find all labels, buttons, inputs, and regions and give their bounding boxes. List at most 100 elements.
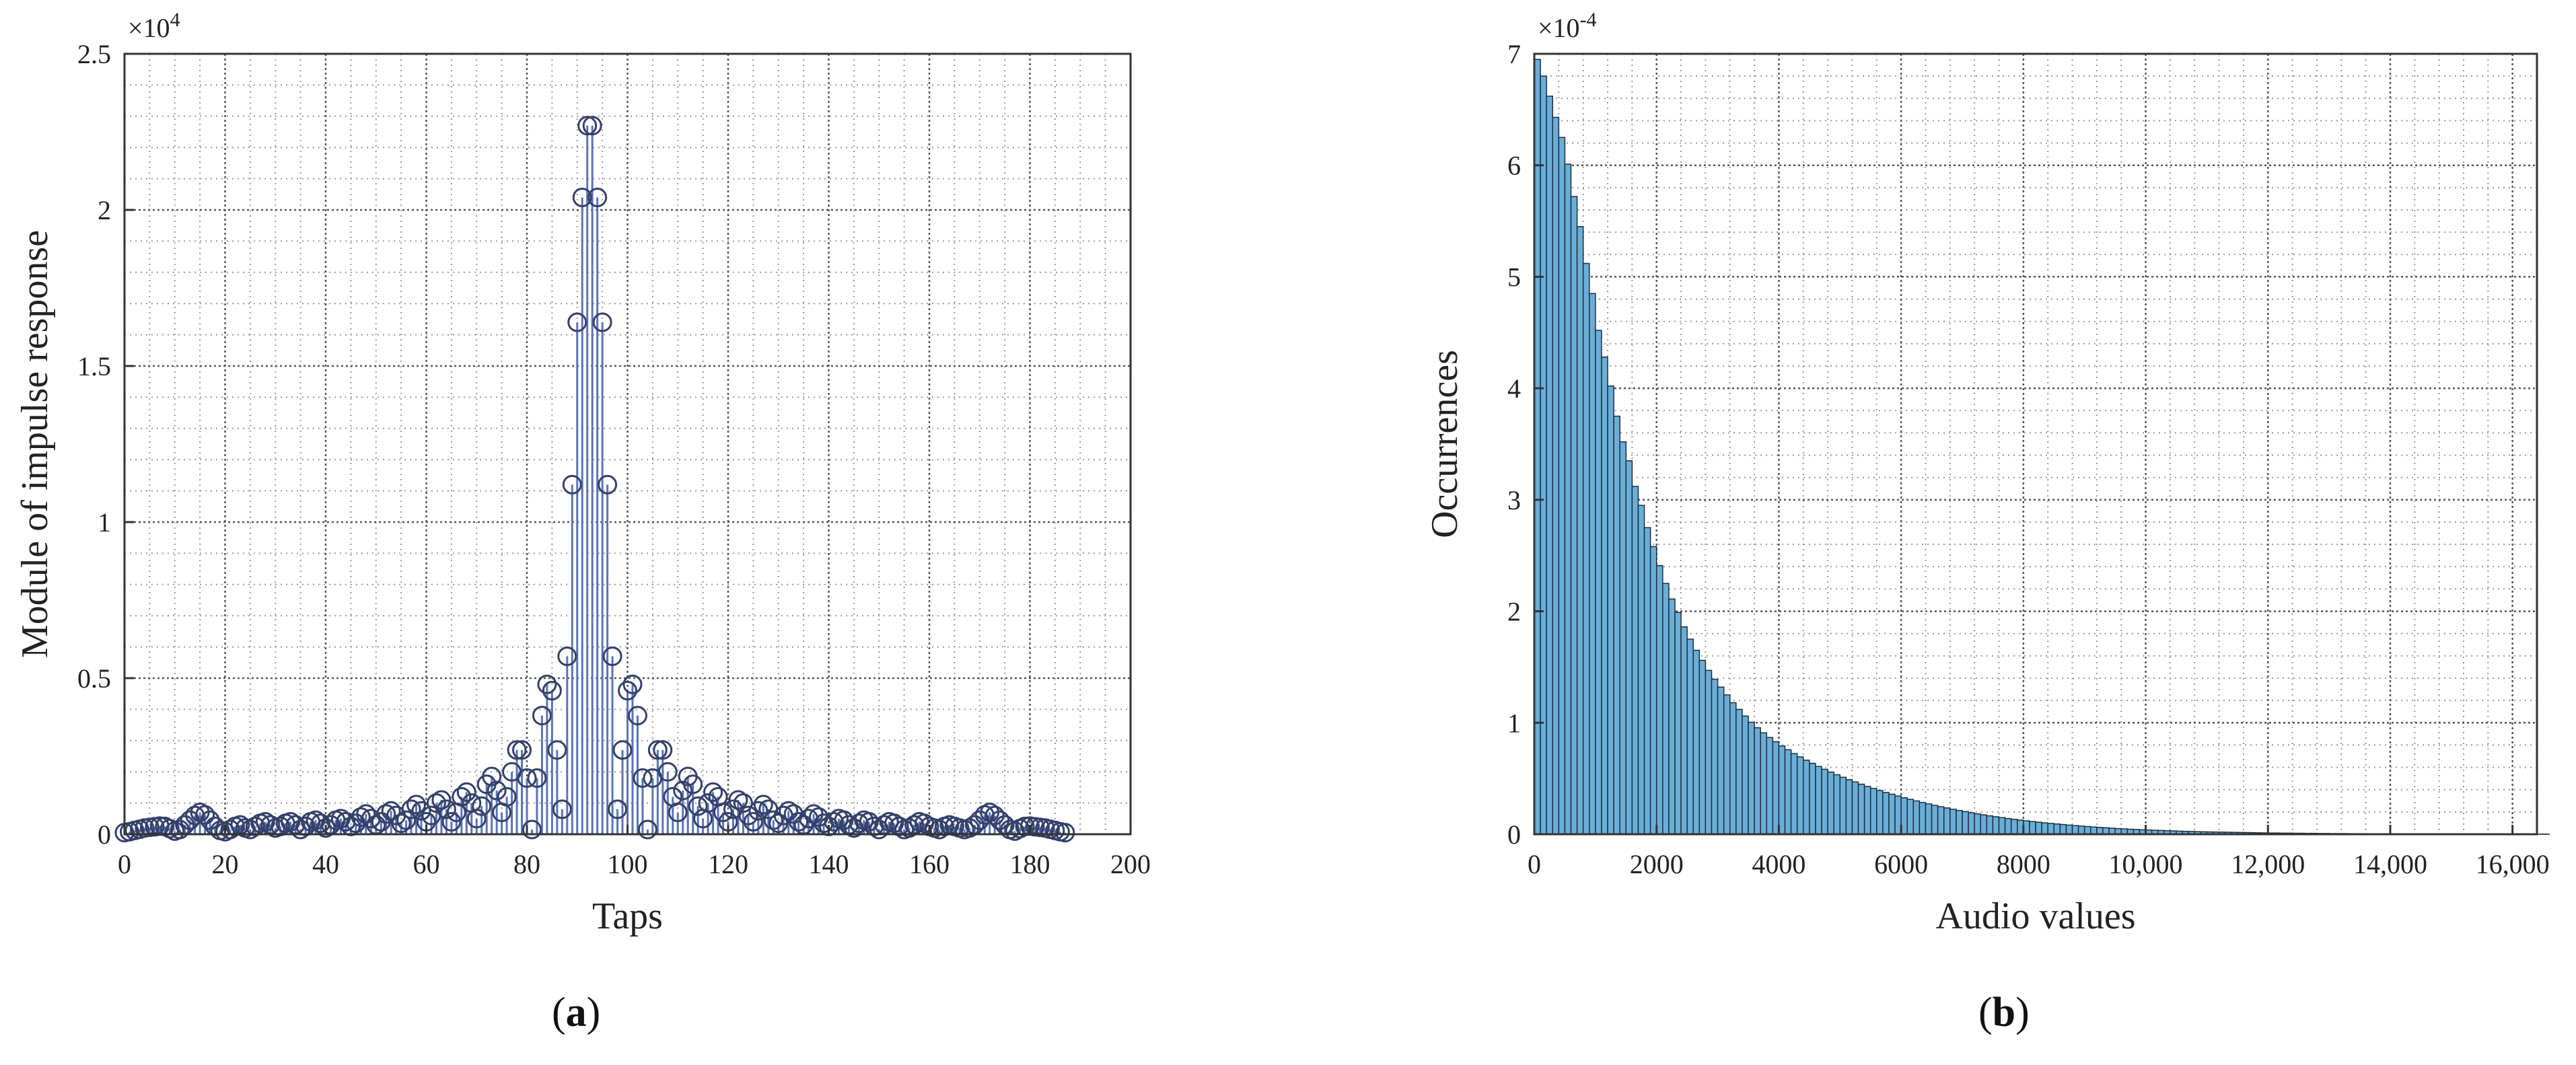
histogram-bar	[2010, 819, 2018, 835]
histogram-bar	[1546, 96, 1554, 835]
stem-marker	[592, 312, 612, 332]
stem-marker	[411, 801, 431, 821]
histogram-bar	[1992, 816, 2000, 835]
panel-b-caption: (b)	[1978, 990, 2030, 1035]
stem-marker	[637, 819, 657, 840]
panel-a-caption: (a)	[552, 990, 601, 1035]
histogram-bar	[1680, 626, 1688, 835]
histogram-bar	[1589, 293, 1596, 835]
stem-marker	[376, 804, 396, 824]
histogram-bar	[1655, 564, 1663, 835]
y-axis-label: Occurrences	[1424, 350, 1466, 538]
histogram-bar	[1698, 659, 1707, 835]
y-tick-label: 4	[1507, 373, 1521, 404]
histogram-bar	[2077, 825, 2085, 835]
stem-marker	[824, 811, 844, 832]
histogram-bar	[1601, 356, 1608, 835]
stem-marker	[657, 762, 678, 782]
y-tick-label: 0	[98, 819, 111, 850]
y-tick-label: 0.5	[77, 663, 111, 694]
stem-marker	[567, 312, 587, 332]
histogram-bar	[1540, 75, 1547, 835]
histogram-bar	[1956, 809, 1963, 835]
stem-marker	[356, 804, 376, 824]
stem-marker	[351, 807, 371, 827]
x-tick-label: 200	[1110, 849, 1151, 879]
histogram-bar	[1742, 715, 1749, 835]
stem-marker	[647, 740, 668, 760]
histogram-bar	[1754, 727, 1761, 835]
stem-marker	[633, 768, 653, 788]
stem-marker	[688, 796, 708, 816]
histogram-bar	[1937, 806, 1945, 835]
x-tick-label: 10,000	[2109, 849, 2183, 879]
y-tick-label: 3	[1507, 485, 1521, 515]
histogram-bar	[1962, 811, 1969, 835]
stem-marker	[668, 803, 688, 823]
histogram-bar	[1613, 415, 1620, 835]
plot-frame	[1533, 52, 2538, 836]
stem-marker	[733, 793, 753, 813]
histogram-bar	[1906, 799, 1915, 835]
histogram-bar	[2053, 823, 2061, 835]
chart-a: 0 20 40 60 80 100 120 140 160 180 200 0 0.5 1 1.5 2 2.5 T…	[14, 9, 1151, 937]
histogram-bar	[1833, 774, 1841, 835]
stem-marker	[612, 740, 633, 760]
x-tick-label: 2000	[1630, 849, 1684, 879]
histogram-bar	[1949, 809, 1957, 835]
y-tick-label: 6	[1507, 151, 1521, 181]
y-tick-label: 2	[1507, 597, 1521, 627]
stem-marker	[577, 116, 598, 136]
x-tick-label: 20	[212, 849, 239, 879]
stem-marker	[713, 803, 734, 823]
histogram-bar	[1570, 196, 1578, 835]
stem-marker	[748, 801, 768, 821]
stem-marker	[602, 647, 622, 667]
stem-marker	[517, 768, 537, 788]
histogram-bar	[1692, 649, 1701, 835]
histogram-bar	[1649, 546, 1657, 835]
y-multiplier: ×10-4	[1538, 9, 1597, 43]
stem-marker	[220, 819, 240, 840]
histogram-bar	[1711, 678, 1719, 835]
histogram-bar	[1869, 788, 1877, 835]
panel-b-letter: b	[1992, 990, 2016, 1035]
histogram-bar	[1876, 790, 1884, 835]
y-tick-label: 1	[98, 507, 111, 538]
stem-marker	[487, 780, 507, 801]
stem-marker	[537, 674, 557, 694]
histogram-bar	[1815, 766, 1822, 835]
x-tick-label: 140	[809, 849, 849, 879]
x-tick-label: 60	[413, 849, 440, 879]
stem-marker	[608, 799, 628, 819]
histogram-bar	[1748, 721, 1755, 835]
stem-marker	[522, 819, 542, 840]
stem-marker	[738, 805, 758, 825]
stem-marker	[195, 805, 215, 825]
histogram-bar	[1925, 803, 1933, 835]
stem-marker	[456, 782, 476, 802]
histogram-bar	[1552, 116, 1560, 835]
stem-marker	[547, 740, 567, 760]
stem-marker	[396, 810, 417, 830]
y-tick-label: 5	[1507, 262, 1521, 292]
histogram-bar	[1619, 441, 1627, 835]
histogram-bar	[2041, 822, 2048, 835]
x-tick-label: 8000	[1997, 849, 2050, 879]
histogram-bar	[2083, 825, 2091, 835]
histogram-bar	[1931, 805, 1939, 835]
histogram-bar	[1760, 732, 1767, 835]
y-multiplier: ×104	[128, 9, 180, 43]
x-tick-label: 14,000	[2353, 849, 2427, 879]
stem-marker	[200, 810, 220, 830]
histogram-bar	[2047, 823, 2055, 835]
histogram-bar	[1790, 753, 1798, 835]
stem-marker	[753, 795, 773, 815]
stem-marker	[743, 811, 763, 832]
stem-marker	[441, 811, 462, 832]
histogram-bar	[1857, 783, 1865, 835]
stem-marker	[627, 706, 647, 726]
histogram-bar	[1778, 745, 1786, 835]
stem-marker	[562, 474, 582, 494]
histogram-bar	[1736, 708, 1743, 835]
